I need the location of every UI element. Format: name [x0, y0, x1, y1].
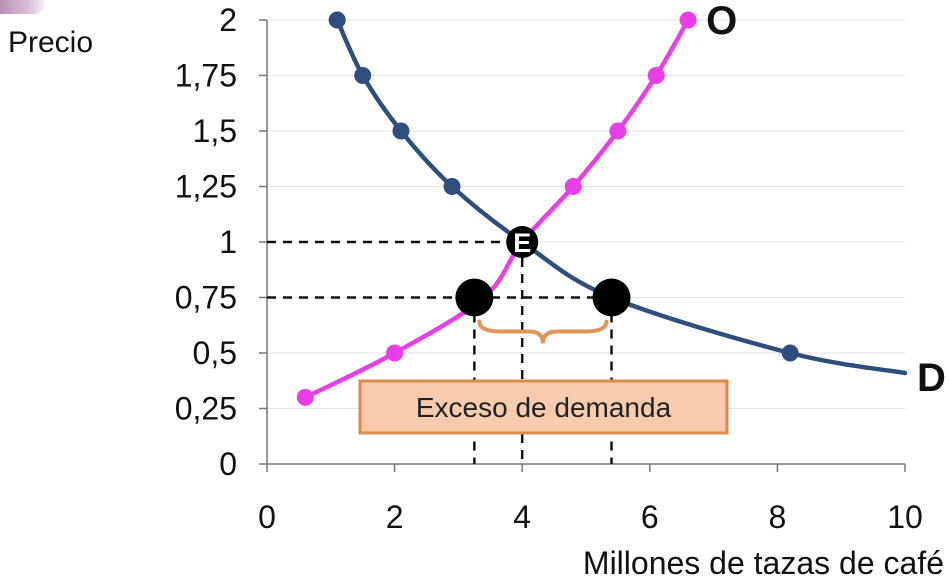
series-d-marker-0	[328, 11, 346, 29]
y-tick-label-6: 1,5	[193, 113, 237, 149]
series-o-marker-0	[296, 388, 314, 406]
x-tick-label-1: 2	[386, 499, 404, 535]
annotation-box	[358, 379, 729, 435]
x-tick-label-0: 0	[258, 499, 276, 535]
y-tick-label-8: 2	[219, 2, 237, 38]
series-line-d	[334, 17, 908, 376]
tick-labels: 0 0,25 0,5 0,75 1 1,25 1,5 1,75 2 0 2 4 6 8 10	[175, 2, 923, 535]
x-tick-label-4: 8	[769, 499, 787, 535]
series-label-o: O	[706, 0, 737, 43]
series-group: OD	[296, 0, 946, 406]
equilibrium-point	[506, 226, 539, 258]
series-o-marker-3	[609, 122, 627, 140]
annotation-group: E Exceso de demanda	[358, 226, 729, 435]
shortage-brace	[477, 319, 609, 344]
y-axis-label: Precio	[8, 26, 93, 59]
series-label-d: D	[917, 356, 946, 400]
series-o-marker-2	[564, 178, 582, 195]
x-tick-label-2: 4	[513, 499, 531, 535]
annotation-text: Exceso de demanda	[416, 392, 672, 423]
shortage-point-0	[455, 278, 494, 317]
corner-decoration	[0, 0, 48, 14]
y-tick-label-4: 1	[219, 224, 237, 260]
series-d-marker-2	[392, 122, 410, 140]
x-tick-label-3: 6	[641, 499, 659, 535]
series-d-marker-1	[354, 67, 372, 84]
series-d-marker-3	[443, 178, 461, 195]
y-tick-label-2: 0,5	[193, 335, 237, 371]
series-d-marker-4	[781, 344, 799, 362]
series-o-marker-5	[679, 11, 697, 29]
y-tick-label-5: 1,25	[175, 169, 237, 205]
x-axis-label: Millones de tazas de café	[583, 545, 944, 581]
series-o-marker-4	[647, 67, 665, 84]
x-tick-label-5: 10	[887, 499, 923, 535]
equilibrium-label: E	[513, 228, 531, 258]
shortage-point-1	[592, 278, 631, 317]
series-o-marker-1	[386, 344, 404, 362]
y-tick-label-3: 0,75	[175, 280, 237, 316]
y-tick-label-1: 0,25	[175, 391, 237, 427]
y-tick-label-0: 0	[219, 446, 237, 482]
y-tick-label-7: 1,75	[175, 58, 237, 94]
